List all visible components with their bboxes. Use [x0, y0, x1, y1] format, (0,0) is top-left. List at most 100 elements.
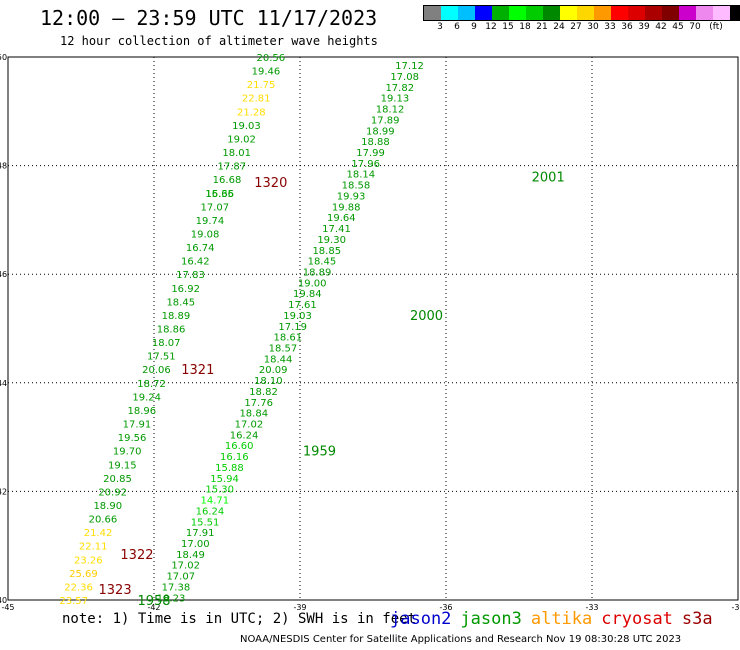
wave-height-value: 17.83 [176, 270, 205, 281]
wave-height-value: 23.57 [59, 596, 88, 607]
wave-height-value: 17.87 [218, 162, 247, 173]
wave-height-value: 19.64 [327, 213, 356, 224]
wave-height-value: 18.01 [222, 148, 251, 159]
wave-height-value: 17.00 [181, 539, 210, 550]
pass-time-label: 2000 [410, 309, 443, 324]
wave-height-value: 21.42 [84, 528, 113, 539]
wave-height-value: 18.82 [249, 387, 278, 398]
wave-height-value: 19.30 [317, 235, 346, 246]
legend-swatch [560, 6, 577, 20]
legend-swatches [423, 5, 740, 21]
wave-height-value: 18.45 [308, 257, 337, 268]
footer-credit: NOAA/NESDIS Center for Satellite Applica… [240, 634, 682, 645]
satellite-label: altika [530, 609, 593, 629]
legend-swatch [424, 6, 441, 20]
wave-height-value: 19.24 [132, 392, 161, 403]
wave-height-value: 18.86 [157, 325, 186, 336]
wave-height-value: 19.03 [232, 121, 261, 132]
legend-swatch [594, 6, 611, 20]
wave-height-value: 16.66 [205, 189, 234, 200]
wave-height-value: 17.19 [278, 322, 307, 333]
wave-height-value: 18.49 [176, 550, 205, 561]
legend-label: 36 [621, 22, 633, 32]
wave-height-value: 19.70 [113, 447, 142, 458]
wave-height-value: 18.12 [376, 105, 405, 116]
satellite-label: jason3 [460, 609, 522, 629]
wave-height-value: 22.36 [64, 582, 93, 593]
pass-time-label: 1320 [254, 176, 287, 191]
wave-height-value: 21.28 [237, 107, 266, 118]
legend-swatch [458, 6, 475, 20]
wave-height-value: 22.81 [242, 94, 271, 105]
color-scale-legend: 3 6 9 12 15 18 21 24 27 30 33 36 39 42 45 70 (ft) [423, 5, 740, 33]
legend-swatch [526, 6, 543, 20]
y-tick-label: 48 [0, 162, 7, 171]
wave-height-value: 18.61 [274, 333, 303, 344]
wave-height-value: 23.26 [74, 555, 103, 566]
wave-height-value: 18.44 [264, 354, 293, 365]
legend-swatch [543, 6, 560, 20]
legend-swatch [611, 6, 628, 20]
wave-height-value: 16.60 [225, 441, 254, 452]
legend-label: 45 [672, 22, 684, 32]
x-tick-label: -33 [585, 603, 598, 612]
wave-height-value: 19.88 [332, 202, 361, 213]
legend-swatch [679, 6, 696, 20]
wave-height-value: 18.96 [128, 406, 157, 417]
chart-title: 12:00 — 23:59 UTC 11/17/2023 [40, 6, 378, 30]
legend-swatch [628, 6, 645, 20]
wave-height-value: 16.92 [171, 284, 200, 295]
wave-height-value: 16.24 [230, 430, 259, 441]
legend-label: 27 [570, 22, 582, 32]
legend-label: 15 [502, 22, 514, 32]
wave-height-value: 18.58 [342, 181, 371, 192]
wave-height-value: 19.56 [118, 433, 147, 444]
x-tick-label: -42 [147, 603, 160, 612]
chart-subtitle: 12 hour collection of altimeter wave hei… [60, 34, 378, 48]
legend-label: 30 [587, 22, 599, 32]
wave-height-value: 18.45 [166, 297, 195, 308]
wave-height-value: 19.08 [191, 229, 220, 240]
legend-label: 9 [471, 22, 477, 32]
x-tick-label: -45 [1, 603, 14, 612]
y-tick-label: 42 [0, 487, 7, 496]
legend-swatch [730, 6, 740, 20]
legend-label: 18 [519, 22, 531, 32]
wave-height-value: 17.51 [147, 352, 176, 363]
wave-height-value: 18.85 [312, 246, 341, 257]
legend-swatch [577, 6, 594, 20]
wave-height-value: 17.61 [288, 300, 317, 311]
wave-height-value: 17.02 [171, 561, 200, 572]
legend-label: 21 [536, 22, 548, 32]
wave-height-value: 18.23 [157, 593, 186, 604]
satellite-legend: jason2 jason3 altika cryosat s3a [390, 609, 722, 629]
wave-height-value: 20.06 [142, 365, 171, 376]
legend-label: 42 [655, 22, 667, 32]
legend-swatch [645, 6, 662, 20]
y-tick-label: 44 [0, 379, 7, 388]
legend-label: 12 [485, 22, 497, 32]
wave-height-value: 16.68 [213, 175, 242, 186]
legend-label: 6 [454, 22, 460, 32]
legend-label: 24 [553, 22, 565, 32]
wave-height-value: 19.84 [293, 289, 322, 300]
wave-height-value: 19.93 [337, 191, 366, 202]
wave-height-value: 15.51 [191, 517, 220, 528]
wave-height-value: 19.15 [108, 460, 137, 471]
wave-height-value: 18.90 [93, 501, 122, 512]
wave-height-value: 18.57 [269, 344, 298, 355]
wave-height-value: 16.42 [181, 257, 210, 268]
wave-height-value: 20.56 [256, 53, 285, 64]
wave-height-value: 18.89 [162, 311, 191, 322]
wave-height-value: 19.74 [196, 216, 225, 227]
wave-height-value: 15.35 [205, 189, 234, 200]
wave-height-value: 17.82 [385, 83, 414, 94]
wave-height-value: 15.94 [210, 474, 239, 485]
satellite-label: cryosat [601, 609, 673, 629]
wave-height-value: 17.08 [390, 72, 419, 83]
y-tick-label: 50 [0, 53, 7, 62]
wave-height-value: 18.10 [254, 376, 283, 387]
pass-time-label: 1958 [137, 594, 170, 609]
wave-height-value: 18.89 [303, 267, 332, 278]
wave-height-value: 17.96 [351, 159, 380, 170]
